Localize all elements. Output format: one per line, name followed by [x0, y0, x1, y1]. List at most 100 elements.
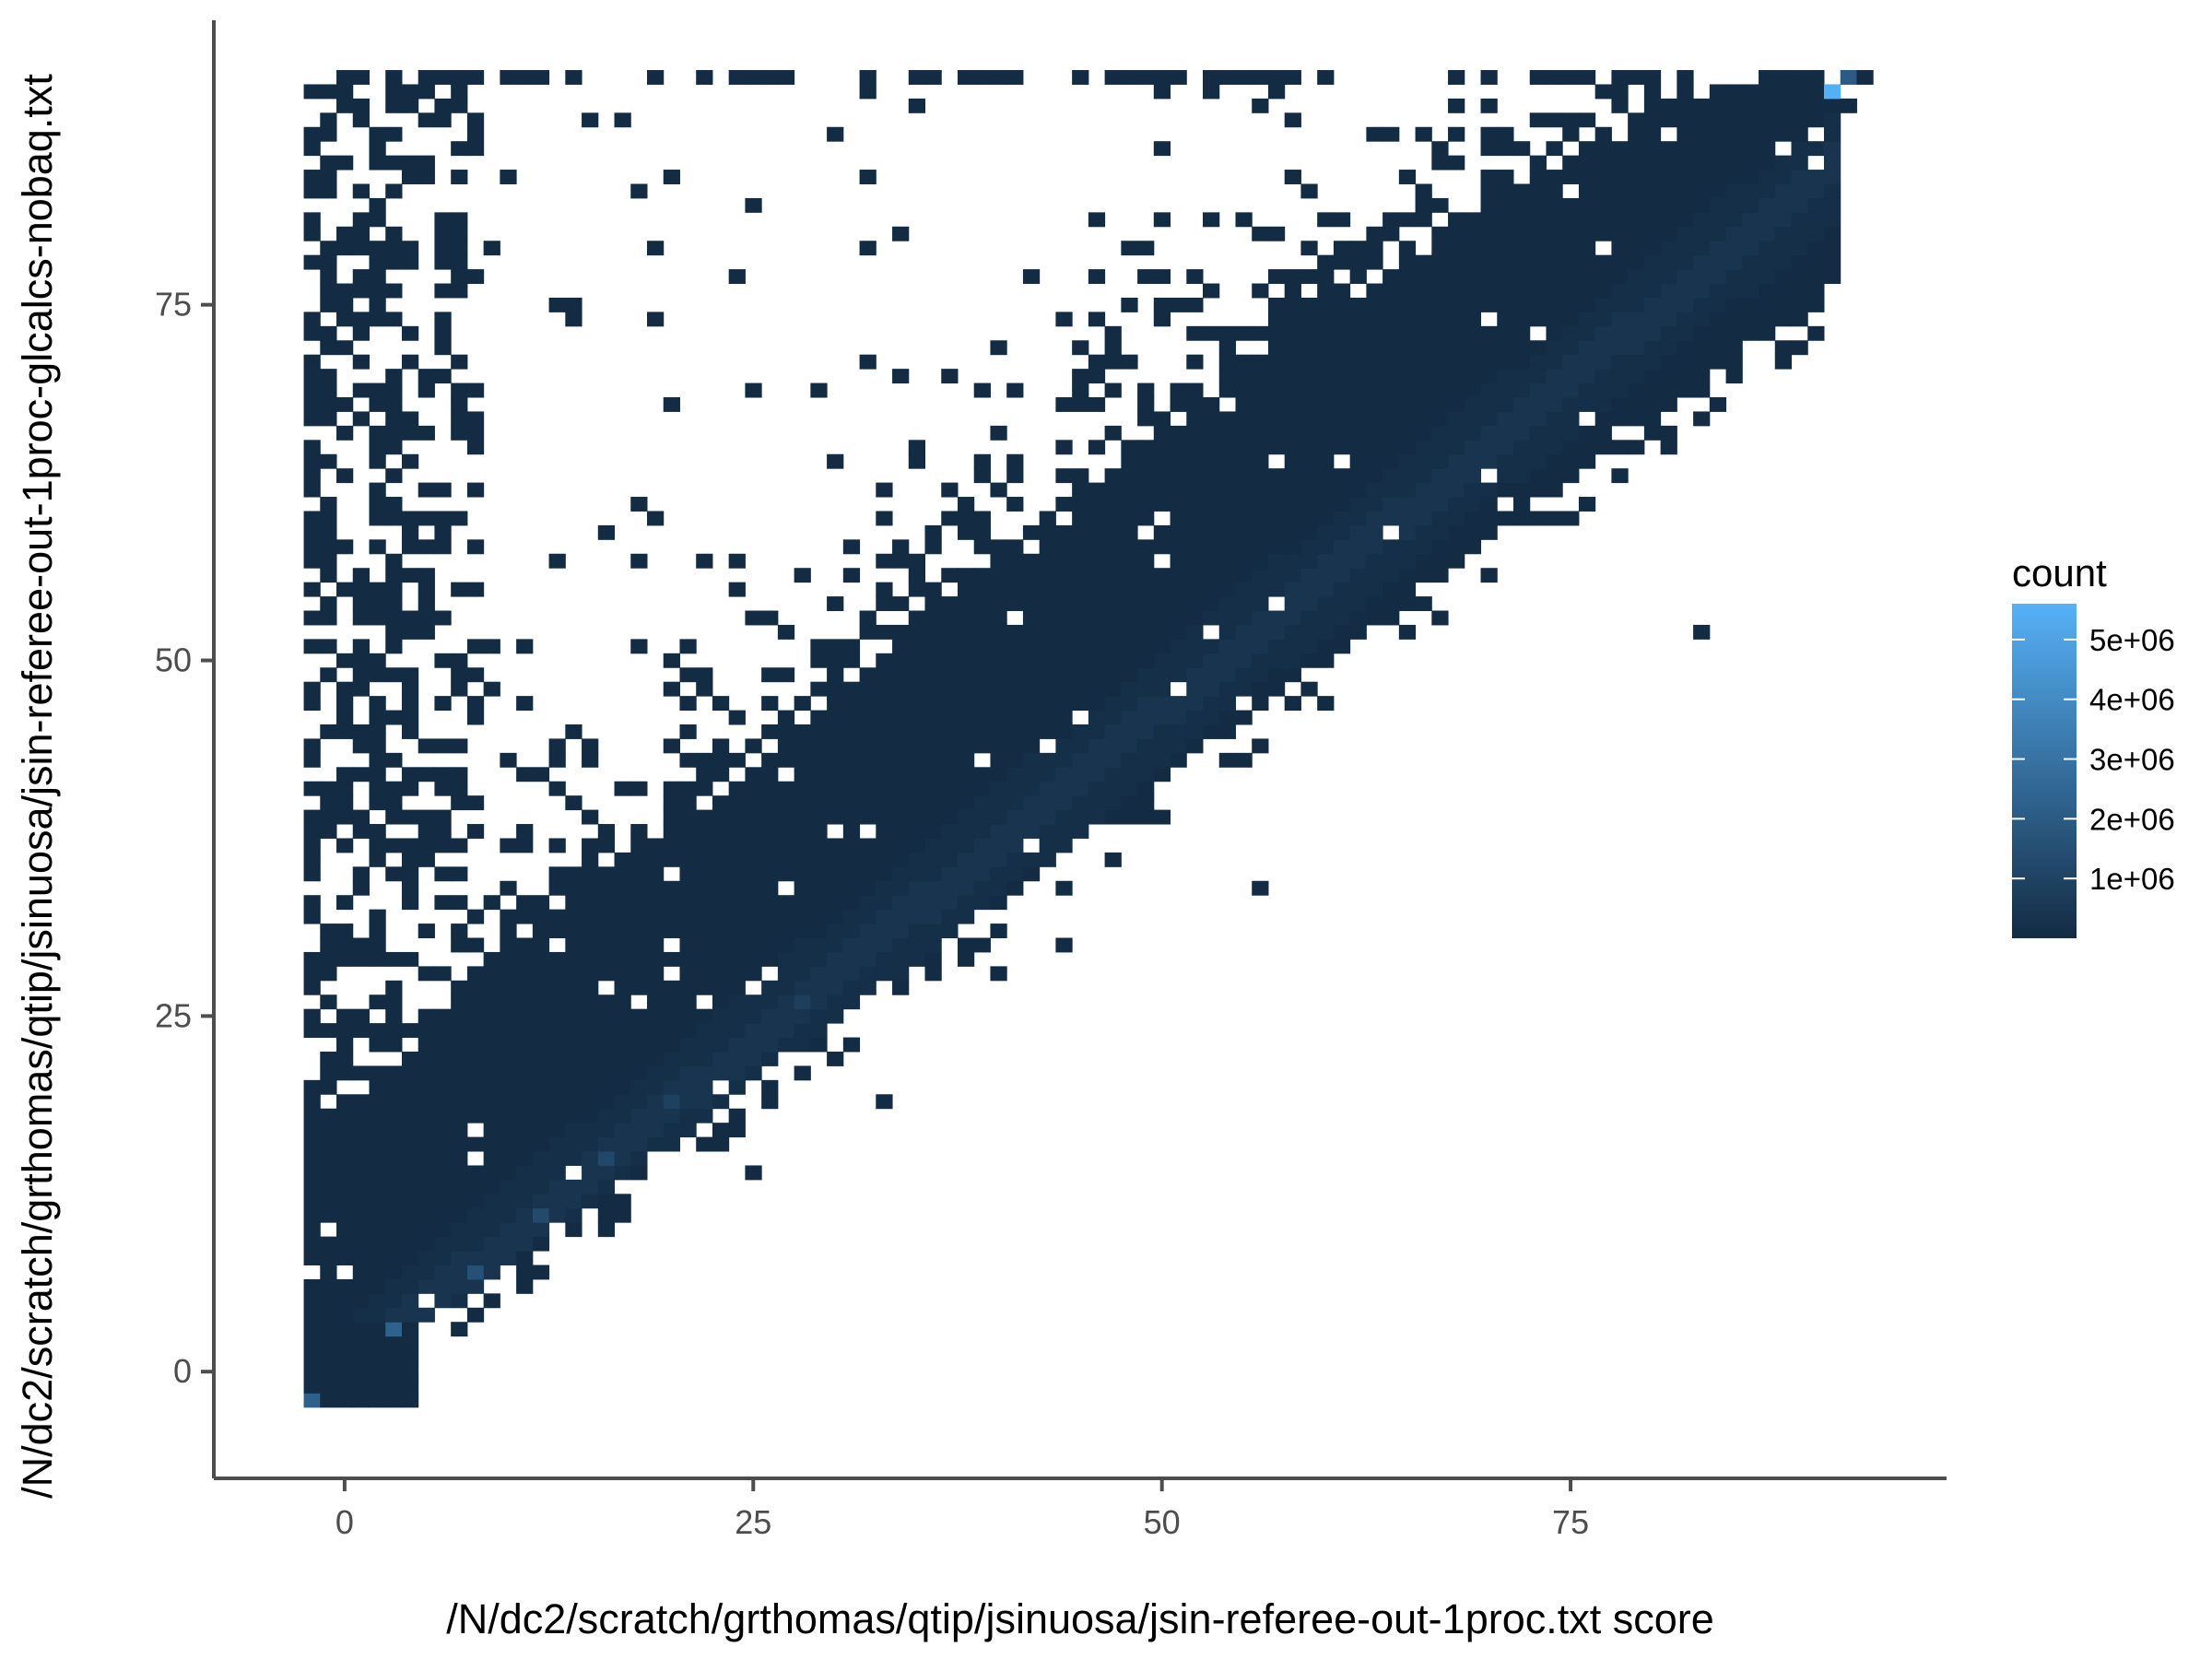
heatmap-cell — [1284, 112, 1301, 128]
heatmap-cell — [1431, 511, 1449, 526]
heatmap-cell — [957, 951, 975, 967]
heatmap-cell — [1643, 425, 1662, 441]
heatmap-cell — [876, 1094, 893, 1110]
heatmap-cell — [1643, 241, 1662, 256]
heatmap-cell — [876, 752, 893, 768]
heatmap-cell — [1562, 254, 1580, 270]
heatmap-cell — [761, 937, 779, 953]
heatmap-cell — [548, 1094, 566, 1110]
heatmap-cell — [548, 781, 566, 796]
heatmap-cell — [647, 866, 665, 882]
heatmap-cell — [1153, 312, 1171, 327]
heatmap-cell — [1660, 197, 1677, 213]
heatmap-cell — [369, 425, 386, 441]
heatmap-cell — [1643, 112, 1662, 128]
heatmap-cell — [794, 852, 811, 867]
heatmap-cell — [1218, 710, 1236, 725]
heatmap-cell — [385, 667, 403, 683]
heatmap-cell — [1611, 155, 1629, 171]
heatmap-cell — [1366, 382, 1383, 398]
heatmap-cell — [385, 511, 403, 526]
heatmap-cell — [385, 312, 403, 327]
heatmap-cell — [892, 880, 910, 896]
heatmap-cell — [1137, 681, 1155, 697]
heatmap-cell — [1431, 440, 1449, 455]
heatmap-cell — [466, 1165, 485, 1181]
heatmap-cell — [1006, 582, 1024, 597]
heatmap-cell — [1431, 568, 1449, 583]
heatmap-cell — [1774, 340, 1793, 356]
heatmap-cell — [1578, 226, 1596, 241]
heatmap-cell — [1759, 70, 1776, 85]
heatmap-cell — [352, 582, 370, 597]
heatmap-cell — [1611, 440, 1629, 455]
heatmap-cell — [679, 924, 697, 938]
heatmap-cell — [1513, 440, 1531, 455]
heatmap-cell — [352, 283, 370, 299]
heatmap-cell — [1153, 539, 1171, 555]
heatmap-cell — [810, 724, 828, 739]
heatmap-cell — [1611, 369, 1629, 384]
heatmap-cell — [500, 1108, 517, 1124]
heatmap-cell — [924, 681, 942, 697]
heatmap-cell — [1153, 524, 1171, 540]
heatmap-cell — [320, 126, 337, 142]
heatmap-cell — [696, 767, 713, 782]
heatmap-cell — [516, 1123, 534, 1138]
heatmap-cell — [1317, 596, 1335, 612]
heatmap-cell — [696, 951, 713, 967]
heatmap-cell — [1104, 468, 1122, 484]
heatmap-cell — [352, 653, 370, 668]
heatmap-cell — [1791, 197, 1808, 213]
heatmap-cell — [418, 1265, 435, 1280]
heatmap-cell — [434, 1179, 452, 1194]
heatmap-cell — [712, 752, 730, 768]
heatmap-cell — [320, 667, 337, 683]
heatmap-cell — [1546, 411, 1563, 427]
heatmap-cell — [582, 994, 599, 1010]
heatmap-cell — [842, 980, 861, 995]
heatmap-cell — [924, 539, 942, 555]
heatmap-cell — [696, 667, 713, 683]
heatmap-cell — [1300, 312, 1318, 327]
heatmap-cell — [532, 1194, 550, 1209]
heatmap-cell — [418, 1023, 435, 1039]
heatmap-cell — [352, 98, 370, 113]
heatmap-cell — [565, 909, 582, 924]
heatmap-cell — [1693, 369, 1711, 384]
heatmap-cell — [548, 752, 566, 768]
heatmap-cell — [582, 937, 599, 953]
heatmap-cell — [385, 283, 403, 299]
heatmap-cell — [1317, 624, 1335, 640]
heatmap-cell — [1349, 468, 1367, 484]
heatmap-cell — [1349, 325, 1367, 341]
heatmap-cell — [1072, 524, 1089, 540]
heatmap-cell — [352, 667, 370, 683]
heatmap-cell — [1693, 297, 1711, 312]
heatmap-cell — [1137, 382, 1155, 398]
heatmap-cell — [1235, 212, 1253, 228]
heatmap-cell — [1415, 397, 1432, 412]
heatmap-cell — [924, 667, 942, 683]
heatmap-cell — [876, 951, 893, 967]
heatmap-cell — [1513, 283, 1531, 299]
heatmap-cell — [810, 681, 828, 697]
heatmap-cell — [336, 1207, 354, 1223]
heatmap-cell — [1513, 411, 1531, 427]
heatmap-cell — [1398, 325, 1417, 341]
heatmap-cell — [1480, 141, 1498, 157]
heatmap-cell — [941, 482, 959, 498]
heatmap-cell — [532, 1236, 550, 1252]
heatmap-cell — [336, 582, 354, 597]
heatmap-cell — [1072, 681, 1089, 697]
heatmap-cell — [990, 596, 1007, 612]
heatmap-cell — [352, 1108, 370, 1124]
heatmap-cell — [1366, 553, 1383, 569]
heatmap-cell — [924, 70, 942, 85]
heatmap-cell — [1448, 369, 1465, 384]
heatmap-cell — [1398, 312, 1417, 327]
heatmap-cell — [973, 724, 991, 739]
heatmap-cell — [582, 1094, 599, 1110]
heatmap-cell — [892, 553, 910, 569]
heatmap-cell — [466, 1307, 485, 1323]
